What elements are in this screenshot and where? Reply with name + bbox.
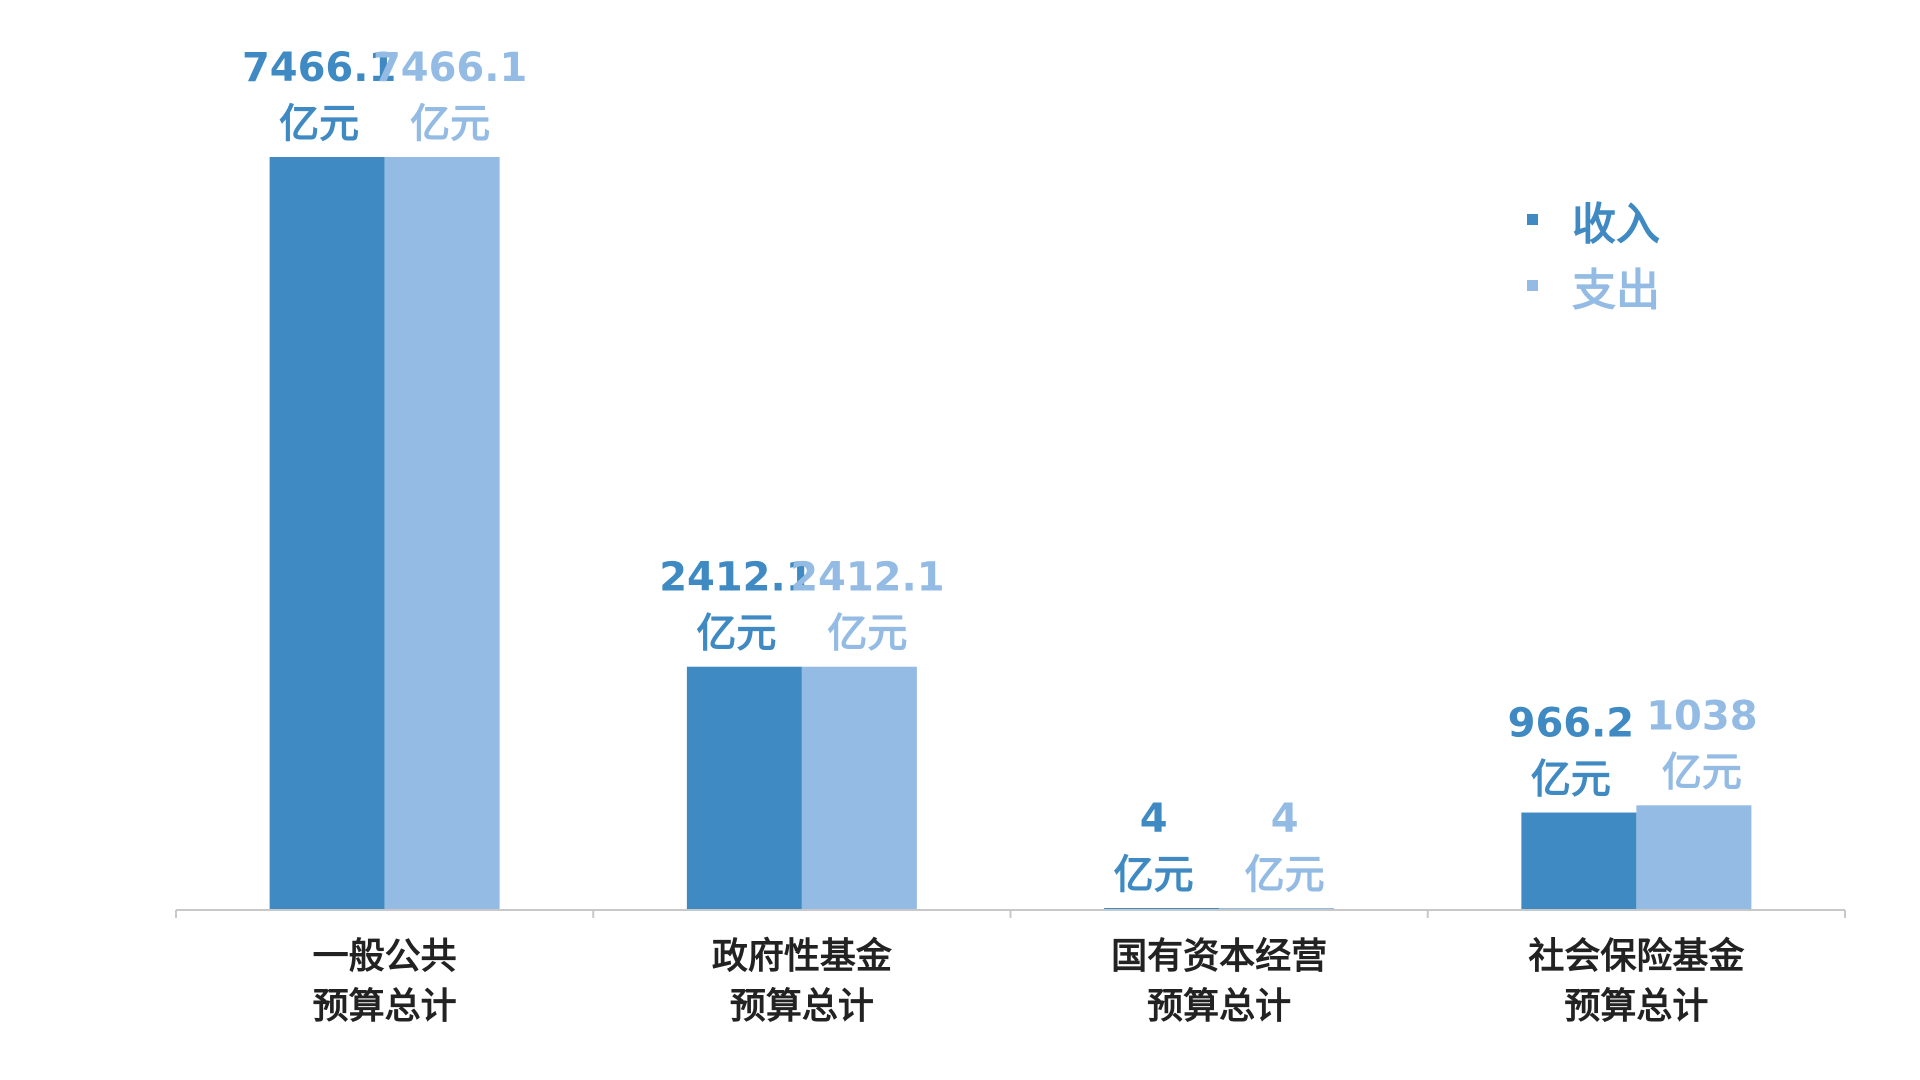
- value-label-unit: 亿元: [1245, 852, 1325, 898]
- value-labels-layer: 7466.1 亿元 7466.1 亿元 2412.1 亿元 2412.1 亿元 4 亿元 4 亿元 96…: [242, 45, 1758, 898]
- x-axis: [175, 909, 1846, 918]
- bar-income-0: [269, 157, 385, 910]
- legend-swatch-0: [1527, 214, 1538, 225]
- category-label: 社会保险基金: [1528, 935, 1745, 977]
- legend-swatch-1: [1527, 280, 1538, 291]
- value-label-number: 2412.1: [790, 555, 944, 601]
- bar-income-3: [1521, 812, 1637, 910]
- category-label: 预算总计: [1564, 986, 1708, 1027]
- value-label-unit: 亿元: [1114, 852, 1194, 898]
- bar-expense-0: [384, 157, 500, 910]
- value-label-unit: 亿元: [1662, 749, 1742, 795]
- value-label-unit: 亿元: [827, 611, 907, 657]
- category-label: 预算总计: [730, 986, 874, 1027]
- legend-label-1: 支出: [1572, 265, 1660, 316]
- value-label-unit: 亿元: [1531, 757, 1611, 803]
- value-label-number: 4: [1271, 796, 1299, 842]
- bar-income-1: [686, 666, 802, 910]
- category-label: 预算总计: [1147, 986, 1291, 1027]
- value-label-number: 4: [1140, 796, 1168, 842]
- value-label-number: 7466.1: [373, 45, 527, 91]
- legend-label-0: 收入: [1572, 199, 1660, 250]
- bar-expense-3: [1636, 805, 1752, 910]
- value-label-number: 2412.1: [659, 555, 813, 601]
- value-label-number: 7466.1: [242, 45, 396, 91]
- category-label: 预算总计: [313, 986, 457, 1027]
- value-label-number: 966.2: [1508, 701, 1635, 747]
- bar-expense-1: [801, 666, 917, 910]
- value-label-number: 1038: [1646, 693, 1757, 739]
- category-label: 国有资本经营: [1111, 936, 1327, 977]
- value-label-unit: 亿元: [279, 101, 359, 147]
- bars-layer: [269, 157, 1752, 910]
- category-label: 一般公共: [313, 936, 457, 977]
- category-label: 政府性基金: [712, 935, 893, 977]
- value-label-unit: 亿元: [696, 611, 776, 657]
- value-label-unit: 亿元: [410, 101, 490, 147]
